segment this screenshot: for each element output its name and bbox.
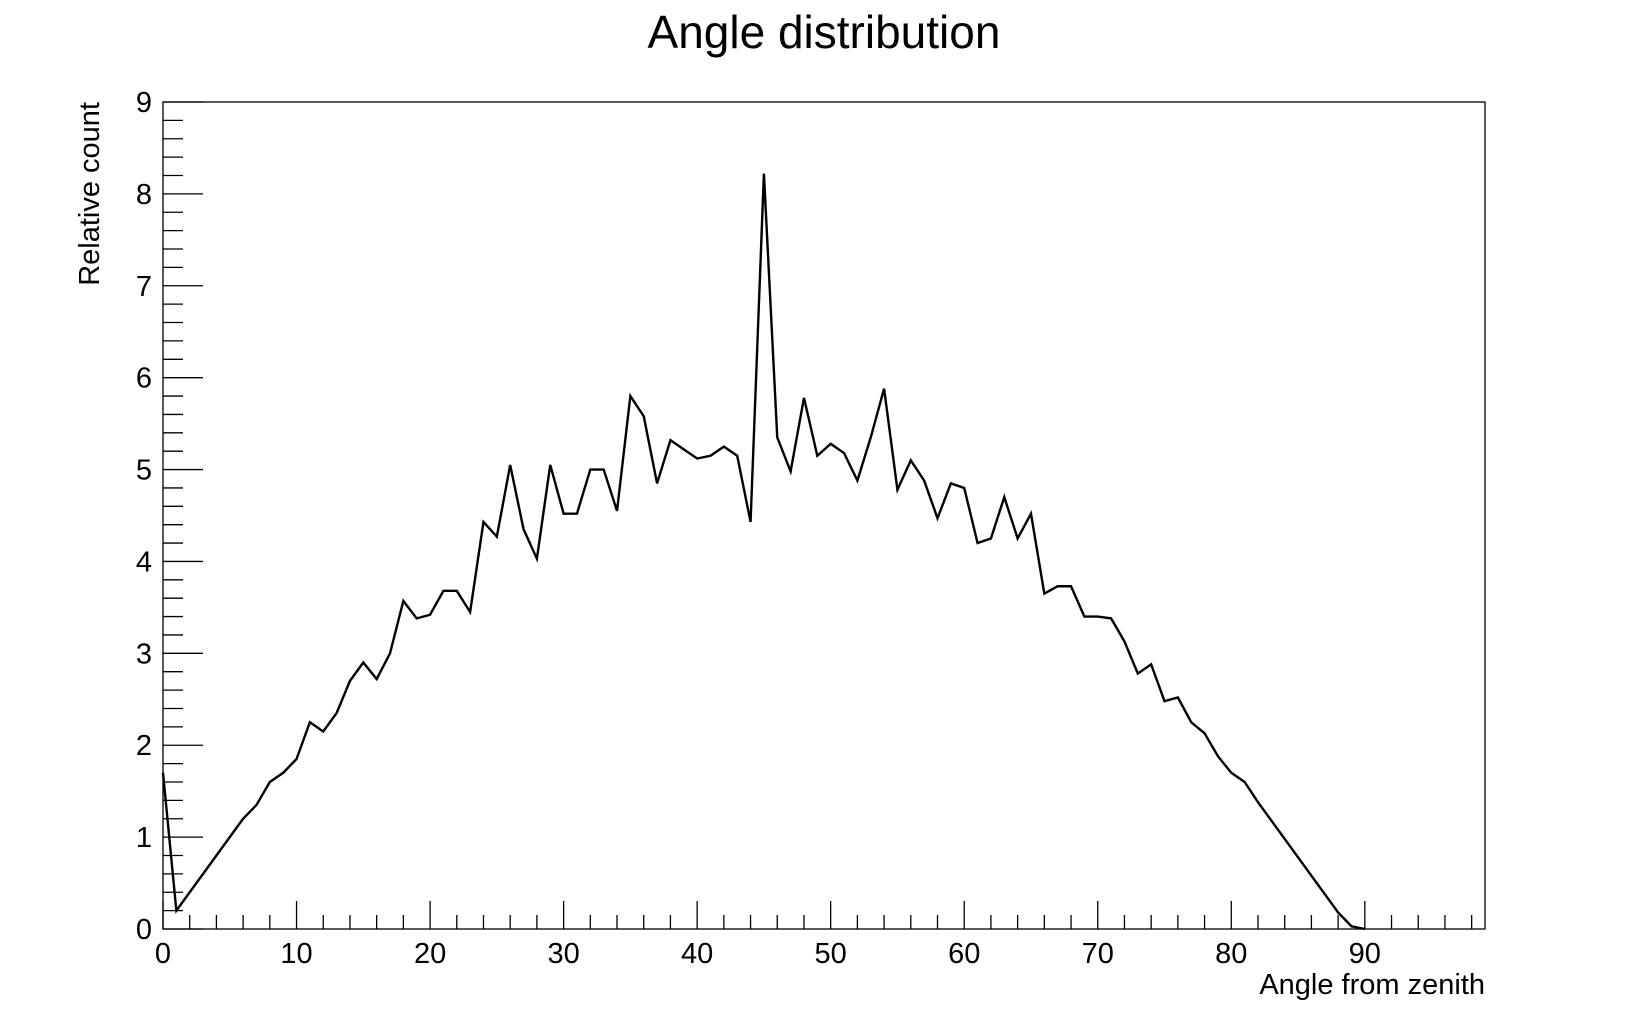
y-tick-label: 6 [136,363,152,395]
x-tick-label: 10 [280,938,312,970]
x-tick-label: 0 [155,938,171,970]
plot-frame [162,101,1486,930]
series-line [161,173,1366,931]
y-tick-label: 4 [136,546,152,578]
y-tick-label: 8 [136,179,152,211]
chart-title: Angle distribution [648,6,1001,58]
x-axis-label: Angle from zenith [1259,969,1485,1001]
y-tick-label: 7 [136,271,152,303]
x-tick-label: 70 [1082,938,1114,970]
y-axis: 0 1 2 3 4 5 6 7 8 9 [136,87,203,946]
x-tick-label: 30 [547,938,579,970]
y-tick-label: 3 [136,638,152,670]
y-tick-label: 1 [136,822,152,854]
x-tick-label: 50 [815,938,847,970]
y-tick-label: 0 [136,914,152,946]
y-tick-label: 9 [136,87,152,119]
x-tick-label: 20 [414,938,446,970]
y-tick-label: 2 [136,730,152,762]
x-tick-label: 40 [681,938,713,970]
y-axis-label: Relative count [74,102,106,286]
x-tick-label: 60 [948,938,980,970]
x-tick-label: 90 [1349,938,1381,970]
y-tick-label: 5 [136,455,152,487]
x-tick-label: 80 [1215,938,1247,970]
x-axis: 0 10 20 30 40 50 60 70 80 90 [155,901,1473,970]
